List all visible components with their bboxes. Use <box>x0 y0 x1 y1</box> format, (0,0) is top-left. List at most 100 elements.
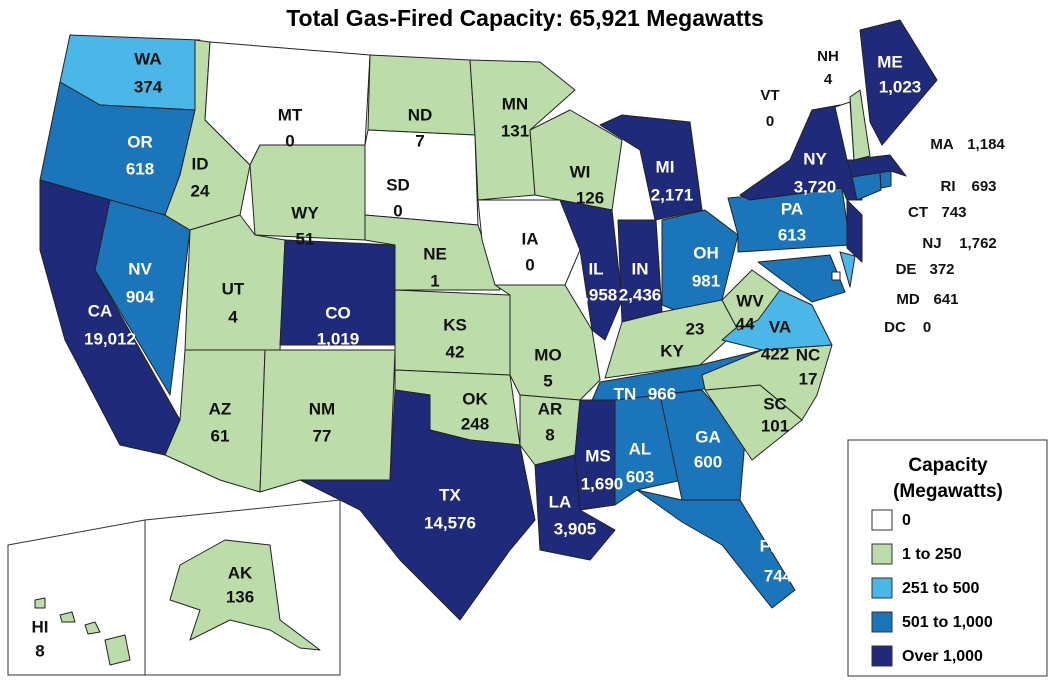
state-value: 1 <box>430 271 439 290</box>
state-name: HI <box>32 617 49 636</box>
state <box>574 399 616 511</box>
state <box>299 389 536 621</box>
state-name: DE <box>896 261 917 278</box>
state-value: 0 <box>285 131 294 150</box>
state <box>94 199 191 396</box>
state-value: 603 <box>626 467 654 486</box>
state-value: 743 <box>941 204 966 221</box>
state-value: 0 <box>525 255 534 274</box>
state-name: DC <box>884 319 906 336</box>
state-name: WA <box>134 49 161 68</box>
state-name: MN <box>502 94 528 113</box>
inset-frame <box>7 499 341 676</box>
state-value: 981 <box>692 271 720 290</box>
state-name: MI <box>656 157 675 176</box>
state <box>721 269 781 331</box>
state-name: SC <box>763 394 787 413</box>
state-name: TX <box>439 485 461 504</box>
legend-swatch <box>871 577 893 599</box>
map-title: Total Gas-Fired Capacity: 65,921 Megawat… <box>286 5 764 31</box>
state-value: 0 <box>923 319 931 336</box>
legend-items: 0 1 to 250 251 to 500 501 to 1,000 Over 1,00… <box>871 509 993 667</box>
state-value: 0 <box>393 201 402 220</box>
state <box>846 154 907 178</box>
state-name: OR <box>127 132 153 151</box>
state-value: 61 <box>211 426 230 445</box>
state <box>636 489 796 609</box>
state-name: MT <box>278 105 303 124</box>
state-value: 44 <box>736 314 755 333</box>
state-name: FL <box>760 536 781 555</box>
state-name: LA <box>549 492 572 511</box>
state-value: 23 <box>686 319 705 338</box>
state-value: 600 <box>694 452 722 471</box>
state-value: 1,690 <box>581 474 624 493</box>
state-value: 77 <box>313 426 332 445</box>
state-name: GA <box>695 427 721 446</box>
state-name: NH <box>817 48 839 65</box>
state <box>831 271 841 281</box>
state-value: 14,576 <box>424 513 476 532</box>
state-name: SD <box>386 175 410 194</box>
state-value: 1,023 <box>879 77 922 96</box>
state-value: 2,958 <box>575 285 618 304</box>
state-name: ID <box>192 154 209 173</box>
state-name: IA <box>522 229 539 248</box>
state-name: KY <box>660 341 684 360</box>
state-value: 372 <box>929 261 954 278</box>
state-name: MS <box>585 446 611 465</box>
state-value: 5 <box>543 371 552 390</box>
state-value: 3,720 <box>794 177 837 196</box>
state-value: 248 <box>461 414 489 433</box>
legend-swatch <box>871 509 893 531</box>
state-value: 4 <box>824 71 833 88</box>
state-value: 966 <box>648 384 676 403</box>
state-name: VT <box>760 87 779 104</box>
state-name: KS <box>443 315 467 334</box>
state-value: 17 <box>799 369 818 388</box>
state-name: OK <box>462 389 488 408</box>
state-name: CO <box>325 303 351 322</box>
state <box>34 597 131 666</box>
legend-title: Capacity <box>908 455 988 476</box>
state-value: 126 <box>576 188 604 207</box>
state-name: NE <box>423 244 447 263</box>
state-name: WY <box>291 203 319 222</box>
state-name: AL <box>629 439 652 458</box>
state-value: 101 <box>761 416 789 435</box>
state-value: 19,012 <box>84 329 136 348</box>
state-value: 618 <box>126 159 154 178</box>
state <box>249 144 366 241</box>
state-value: 1,762 <box>959 235 997 252</box>
state <box>839 251 856 288</box>
state-name: AR <box>538 399 563 418</box>
legend-label: Over 1,000 <box>902 648 983 665</box>
state-name: IL <box>588 259 603 278</box>
state <box>259 349 396 493</box>
legend-label: 501 to 1,000 <box>902 614 993 631</box>
state-value: 2,171 <box>651 185 694 204</box>
state-value: 42 <box>446 342 465 361</box>
state-value: 24 <box>191 181 210 200</box>
state <box>559 199 623 341</box>
state-value: 422 <box>761 344 789 363</box>
state <box>614 394 683 506</box>
state <box>164 349 266 493</box>
state-value: 1,019 <box>317 329 360 348</box>
state-name: CT <box>908 204 928 221</box>
state-name: NV <box>128 259 152 278</box>
legend-swatch <box>871 611 893 633</box>
state-value: 693 <box>971 178 996 195</box>
state-value: 744 <box>764 566 793 585</box>
legend-label: 1 to 250 <box>902 546 962 563</box>
state <box>859 19 938 146</box>
state-name: MD <box>896 291 919 308</box>
state-value: 904 <box>126 287 155 306</box>
state-value: 2,436 <box>619 285 662 304</box>
states <box>34 19 938 666</box>
state-name: UT <box>222 279 245 298</box>
state-value: 4 <box>228 307 238 326</box>
legend-title: (Megawatts) <box>893 481 1003 502</box>
state-name: ND <box>408 105 433 124</box>
